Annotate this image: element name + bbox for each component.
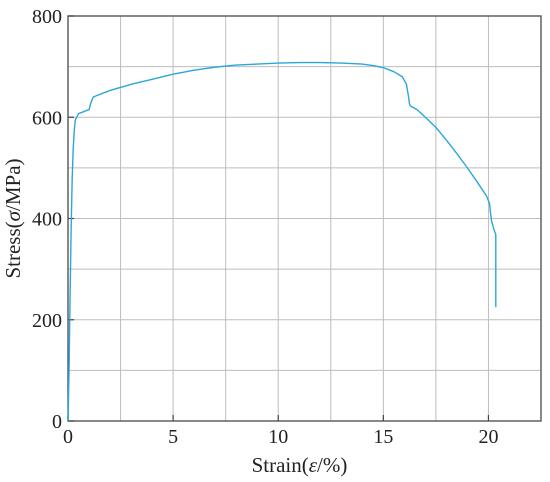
x-tick-label: 20: [478, 426, 498, 448]
y-tick-label: 800: [32, 6, 62, 28]
y-tick-label: 200: [32, 310, 62, 332]
x-axis-label-symbol: ε: [309, 453, 318, 477]
y-tick-label: 400: [32, 209, 62, 231]
y-axis-label-prefix: Stress(: [1, 221, 25, 278]
x-axis-label-prefix: Strain(: [252, 453, 309, 477]
y-axis-label: Stress(σ/MPa): [1, 158, 25, 278]
series-layer: [67, 61, 497, 422]
x-tick-label: 15: [373, 426, 393, 448]
x-tick-label: 10: [268, 426, 288, 448]
x-tick-label: 0: [63, 426, 73, 448]
x-tick-label: 5: [168, 426, 178, 448]
x-axis-label-suffix: /%): [317, 453, 347, 477]
grid-layer: [67, 15, 542, 422]
y-axis-label-symbol: σ: [1, 209, 25, 221]
y-tick-label: 0: [52, 411, 62, 433]
x-axis-label: Strain(ε/%): [252, 453, 348, 477]
stress-strain-curve: [67, 61, 497, 422]
y-axis-label-suffix: /MPa): [1, 158, 25, 211]
y-tick-label: 600: [32, 107, 62, 129]
